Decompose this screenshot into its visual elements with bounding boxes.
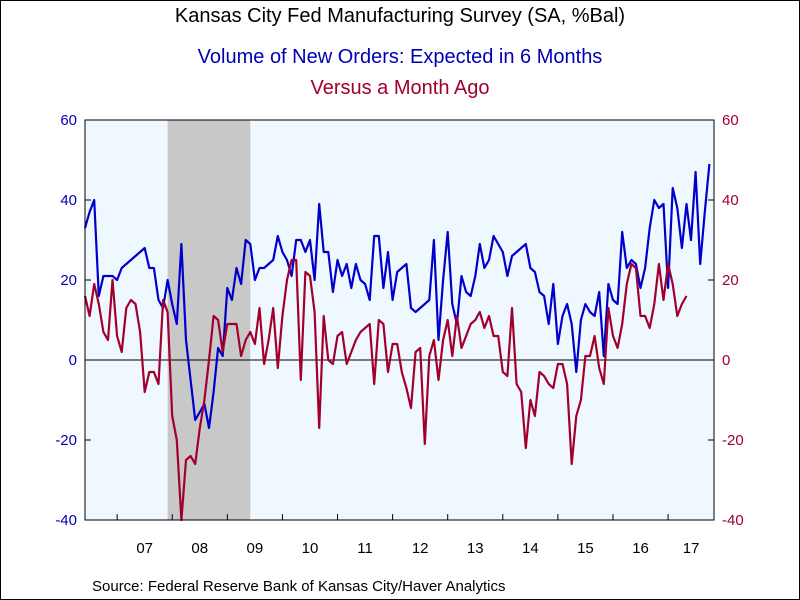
chart-subtitle-expected: Volume of New Orders: Expected in 6 Mont… bbox=[197, 46, 603, 68]
x-tick-label: 15 bbox=[577, 540, 594, 557]
x-tick-label: 11 bbox=[357, 540, 373, 557]
x-tick-label: 13 bbox=[467, 540, 484, 557]
chart-subtitle-current: Versus a Month Ago bbox=[310, 77, 490, 99]
axis-layer: 60 60 40 40 20 20 0 0 -20 -20 -40 -40 07 08 09 10 11 12 13… bbox=[55, 112, 743, 557]
y-tick-label-left: 40 bbox=[60, 192, 77, 209]
x-tick-label: 09 bbox=[247, 540, 264, 557]
source-note: Source: Federal Reserve Bank of Kansas C… bbox=[92, 578, 506, 595]
y-tick-label-left: -20 bbox=[55, 432, 77, 449]
plot-border bbox=[84, 119, 715, 521]
x-tick-label: 16 bbox=[632, 540, 649, 557]
y-tick-label-right: 60 bbox=[722, 112, 739, 129]
recession-shading bbox=[167, 120, 251, 520]
x-tick-label: 08 bbox=[191, 540, 208, 557]
y-tick-label-right: 0 bbox=[722, 352, 730, 369]
y-tick-label-left: -40 bbox=[55, 512, 77, 529]
y-tick-label-left: 60 bbox=[60, 112, 77, 129]
x-tick-label: 17 bbox=[683, 540, 700, 557]
x-tick-label: 10 bbox=[302, 540, 319, 557]
chart-title: Kansas City Fed Manufacturing Survey (SA… bbox=[174, 5, 626, 27]
y-tick-label-right: -20 bbox=[722, 432, 744, 449]
y-tick-label-right: 20 bbox=[722, 272, 739, 289]
y-tick-label-left: 0 bbox=[69, 352, 77, 369]
y-tick-label-right: -40 bbox=[722, 512, 744, 529]
series-line-expected bbox=[83, 163, 711, 430]
x-tick-label: 14 bbox=[522, 540, 539, 557]
series-line-current bbox=[83, 258, 688, 522]
x-tick-label: 07 bbox=[136, 540, 153, 557]
x-tick-label: 12 bbox=[412, 540, 429, 557]
series-layer bbox=[83, 163, 711, 522]
y-tick-label-left: 20 bbox=[60, 272, 77, 289]
y-tick-label-right: 40 bbox=[722, 192, 739, 209]
